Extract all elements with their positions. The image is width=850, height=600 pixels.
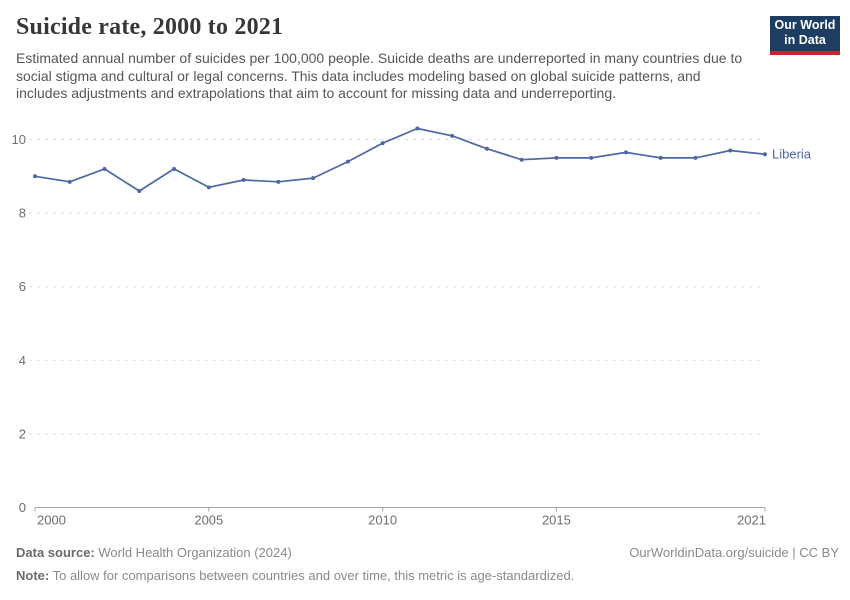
credit-link[interactable]: OurWorldinData.org/suicide | CC BY bbox=[629, 545, 839, 560]
y-gridlines: 0 2 4 6 8 10 bbox=[12, 132, 765, 515]
data-point[interactable] bbox=[345, 159, 350, 164]
y-tick-label: 6 bbox=[19, 279, 26, 294]
y-tick-label: 4 bbox=[19, 353, 26, 368]
data-point[interactable] bbox=[102, 166, 107, 171]
y-tick-label: 10 bbox=[12, 132, 26, 147]
data-source-label: Data source: bbox=[16, 545, 95, 560]
data-point[interactable] bbox=[276, 179, 281, 184]
chart-header: Suicide rate, 2000 to 2021 Estimated ann… bbox=[16, 14, 754, 103]
data-point[interactable] bbox=[311, 176, 316, 181]
data-point[interactable] bbox=[693, 155, 698, 160]
series-points-liberia[interactable] bbox=[33, 126, 767, 194]
x-tick-label: 2021 bbox=[737, 513, 766, 528]
y-tick-label: 2 bbox=[19, 426, 26, 441]
data-point[interactable] bbox=[172, 166, 177, 171]
data-point[interactable] bbox=[763, 152, 767, 157]
data-point[interactable] bbox=[623, 150, 628, 155]
chart-subtitle: Estimated annual number of suicides per … bbox=[16, 50, 743, 101]
data-point[interactable] bbox=[589, 155, 594, 160]
x-tick-label: 2000 bbox=[37, 513, 66, 528]
data-point[interactable] bbox=[241, 177, 246, 182]
data-point[interactable] bbox=[137, 189, 142, 194]
chart-title: Suicide rate, 2000 to 2021 bbox=[16, 14, 284, 40]
chart-footer: Data source: World Health Organization (… bbox=[16, 545, 839, 583]
note-value: To allow for comparisons between countri… bbox=[49, 568, 575, 583]
data-point[interactable] bbox=[415, 126, 420, 131]
x-tick-label: 2015 bbox=[542, 513, 571, 528]
data-point[interactable] bbox=[67, 179, 72, 184]
data-point[interactable] bbox=[658, 155, 663, 160]
data-point[interactable] bbox=[728, 148, 733, 153]
x-tick-label: 2010 bbox=[368, 513, 397, 528]
data-point[interactable] bbox=[380, 141, 385, 146]
data-point[interactable] bbox=[554, 155, 559, 160]
owid-logo-line2: in Data bbox=[784, 33, 826, 47]
y-tick-label: 0 bbox=[19, 500, 26, 515]
entity-label[interactable]: Liberia bbox=[772, 147, 812, 162]
data-point[interactable] bbox=[450, 133, 455, 138]
note-label: Note: bbox=[16, 568, 50, 583]
data-point[interactable] bbox=[484, 146, 489, 151]
owid-logo[interactable]: Our World in Data bbox=[770, 16, 840, 55]
x-tick-label: 2005 bbox=[194, 513, 223, 528]
data-source-text: Data source: World Health Organization (… bbox=[16, 545, 292, 560]
x-axis: 2000 2005 2010 2015 2021 bbox=[34, 507, 766, 528]
data-point[interactable] bbox=[33, 174, 37, 179]
series-line-liberia[interactable] bbox=[34, 127, 766, 192]
y-tick-label: 8 bbox=[19, 206, 26, 221]
note-text: Note: To allow for comparisons between c… bbox=[16, 568, 839, 583]
data-point[interactable] bbox=[206, 185, 211, 190]
data-source-value: World Health Organization (2024) bbox=[94, 545, 292, 560]
data-point[interactable] bbox=[519, 157, 524, 162]
owid-logo-line1: Our World bbox=[774, 18, 836, 32]
